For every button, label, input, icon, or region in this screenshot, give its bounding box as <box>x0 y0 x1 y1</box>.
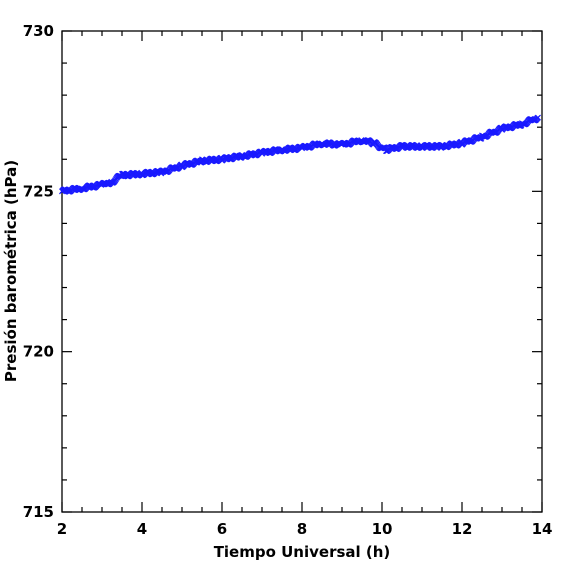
plot-area-frame <box>61 30 543 513</box>
y-tick-labels: 715 720 725 730 <box>23 22 54 521</box>
x-tick-label: 6 <box>217 520 227 538</box>
y-tick-label: 720 <box>23 343 54 361</box>
y-tick-label: 725 <box>23 182 54 200</box>
y-tick-label: 730 <box>23 22 54 40</box>
data-point <box>535 114 541 121</box>
x-tick-label: 12 <box>452 520 473 538</box>
data-series <box>59 114 541 195</box>
x-axis-label: Tiempo Universal (h) <box>214 543 391 561</box>
y-tick-label: 715 <box>23 503 54 521</box>
x-tick-labels: 2 4 6 8 10 12 14 <box>57 520 553 538</box>
x-tick-label: 2 <box>57 520 67 538</box>
x-tick-label: 10 <box>372 520 393 538</box>
x-tick-label: 14 <box>532 520 553 538</box>
x-tick-label: 8 <box>297 520 307 538</box>
x-tick-label: 4 <box>137 520 147 538</box>
axis-ticks <box>61 30 543 513</box>
y-axis-label: Presión barométrica (hPa) <box>2 160 20 382</box>
